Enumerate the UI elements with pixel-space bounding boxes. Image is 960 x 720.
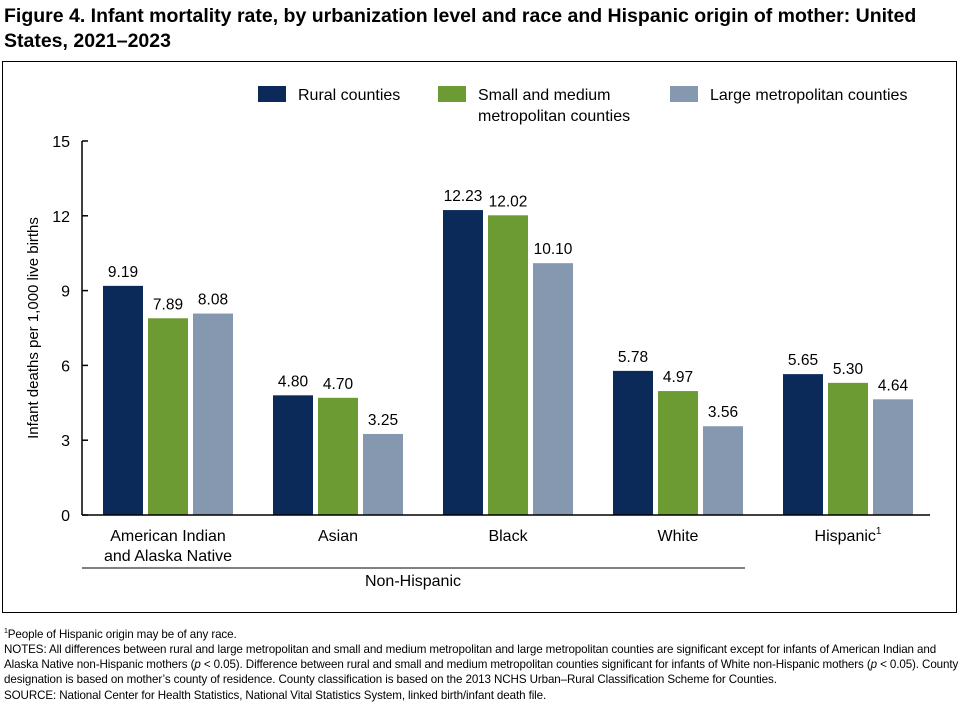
legend-label: metropolitan counties xyxy=(478,108,630,125)
bar xyxy=(783,374,823,515)
hispanic-footnote: 1People of Hispanic origin may be of any… xyxy=(4,627,237,641)
bar-chart: 0 3 6 9 12 15 Infant deaths per 1,000 live bir… xyxy=(25,86,930,590)
data-label: 4.80 xyxy=(278,373,309,390)
data-label: 12.02 xyxy=(489,193,528,210)
bar xyxy=(148,318,188,515)
bar xyxy=(318,397,358,515)
data-label: 3.25 xyxy=(368,412,398,429)
y-tick-label: 3 xyxy=(61,433,70,450)
category-label: and Alaska Native xyxy=(104,548,232,565)
data-label: 12.23 xyxy=(444,188,483,205)
legend-label: Small and medium xyxy=(478,87,611,104)
data-label: 5.65 xyxy=(788,352,818,369)
bar xyxy=(103,285,143,515)
bar xyxy=(533,263,573,515)
bar xyxy=(658,391,698,515)
data-label: 7.89 xyxy=(153,296,183,313)
bar xyxy=(443,210,483,515)
footnotes: 1People of Hispanic origin may be of any… xyxy=(4,624,959,703)
bar xyxy=(873,399,913,515)
y-tick-label: 12 xyxy=(52,209,70,226)
data-label: 4.64 xyxy=(878,377,909,394)
legend-swatch xyxy=(258,86,286,102)
bar xyxy=(828,382,868,515)
data-label: 4.70 xyxy=(323,376,354,393)
y-axis-label: Infant deaths per 1,000 live births xyxy=(25,217,42,439)
superscript: 1 xyxy=(876,526,882,537)
data-label: 9.19 xyxy=(108,264,138,281)
data-label: 4.97 xyxy=(663,369,693,386)
notes: NOTES: All differences between rural and… xyxy=(4,643,959,687)
bar xyxy=(488,215,528,515)
data-label: 5.30 xyxy=(833,361,864,378)
category-label: Asian xyxy=(318,528,358,545)
data-label: 3.56 xyxy=(708,404,738,421)
chart-frame xyxy=(2,61,957,613)
bar xyxy=(363,433,403,515)
category-label: Black xyxy=(488,528,528,545)
data-label: 5.78 xyxy=(618,349,648,366)
legend-swatch xyxy=(670,86,698,102)
y-tick-label: 6 xyxy=(61,358,70,375)
y-tick-label: 9 xyxy=(61,284,70,301)
data-label: 8.08 xyxy=(198,292,228,309)
group-label: Non-Hispanic xyxy=(365,573,461,590)
y-tick-label: 0 xyxy=(61,508,70,525)
category-label: American Indian xyxy=(110,528,226,545)
bar xyxy=(613,370,653,515)
bar xyxy=(193,313,233,515)
figure-title: Figure 4. Infant mortality rate, by urba… xyxy=(4,5,917,52)
source: SOURCE: National Center for Health Stati… xyxy=(4,688,547,702)
y-tick-label: 15 xyxy=(52,134,70,151)
bar xyxy=(273,395,313,515)
legend-swatch xyxy=(438,86,466,102)
data-label: 10.10 xyxy=(534,241,573,258)
category-label: White xyxy=(658,528,699,545)
legend-label: Large metropolitan counties xyxy=(710,87,907,104)
category-label: Hispanic1 xyxy=(815,526,882,545)
bar xyxy=(703,426,743,515)
legend-label: Rural counties xyxy=(298,87,400,104)
